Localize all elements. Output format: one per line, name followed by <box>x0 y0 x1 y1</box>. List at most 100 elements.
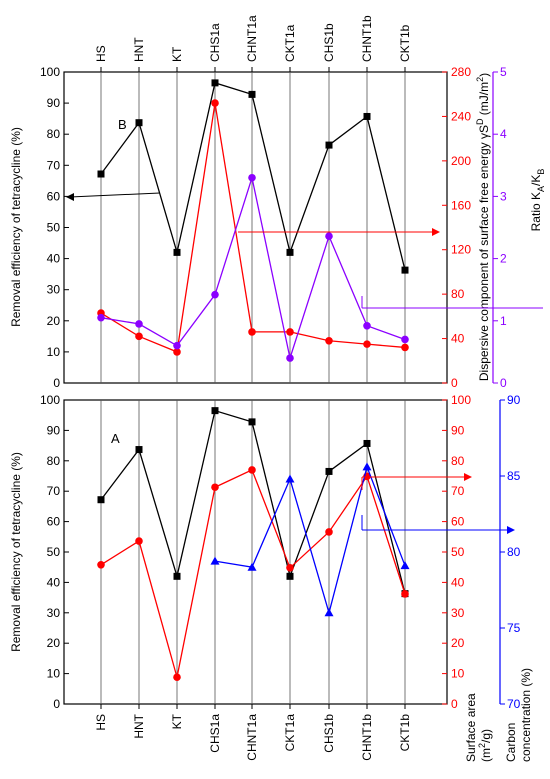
left-tick-label: 90 <box>47 423 61 437</box>
right2-tick-label: 2 <box>500 252 507 266</box>
data-point-square <box>248 418 256 426</box>
data-point-triangle <box>400 561 410 570</box>
data-point-circle <box>211 483 219 492</box>
panel-a-ylabel-right-2: Carbon <box>504 723 518 762</box>
top-category-label: KT <box>170 46 184 62</box>
series-line-right_1 <box>100 469 406 678</box>
right1-tick-label: 40 <box>451 332 465 346</box>
left-tick-label: 90 <box>47 96 61 110</box>
bottom-category-label: CHS1b <box>322 714 336 753</box>
right2-tick-label: 85 <box>507 469 521 483</box>
top-category-label: CKT1a <box>283 24 297 62</box>
right2-tick-label: 0 <box>500 376 507 390</box>
bottom-category-label: CKT1b <box>398 714 412 752</box>
panel-b: 0102030405060708090100040801201602002402… <box>9 65 546 390</box>
right1-tick-label: 120 <box>451 243 471 257</box>
data-point-square <box>325 467 333 475</box>
bottom-category-label: HNT <box>132 713 146 738</box>
left-tick-label: 70 <box>47 484 61 498</box>
panel-a-ylabel-left: Removal efficiency of tetracycline (%) <box>9 452 23 652</box>
left-tick-label: 30 <box>47 606 61 620</box>
top-category-label: CKT1b <box>398 24 412 62</box>
left-tick-label: 100 <box>40 65 60 79</box>
top-category-label: HS <box>94 45 108 62</box>
data-point-circle <box>248 173 256 182</box>
panel-a-arrowhead-blue <box>507 526 515 534</box>
data-point-square <box>211 407 219 415</box>
data-point-circle <box>97 313 105 322</box>
right2-tick-label: 1 <box>500 314 507 328</box>
right1-tick-label: 80 <box>451 454 465 468</box>
data-point-circle <box>173 348 181 356</box>
data-point-circle <box>135 537 143 545</box>
data-point-circle <box>325 232 333 241</box>
data-point-square <box>97 496 105 504</box>
data-point-circle <box>401 590 409 598</box>
left-tick-label: 50 <box>47 545 61 559</box>
data-point-circle <box>97 560 105 569</box>
right1-tick-label: 80 <box>451 287 465 301</box>
left-tick-label: 0 <box>53 697 60 711</box>
right1-tick-label: 70 <box>451 484 465 498</box>
top-category-label: CHNT1b <box>360 15 374 62</box>
right1-tick-label: 0 <box>451 697 458 711</box>
data-point-triangle <box>362 462 372 471</box>
data-point-circle <box>248 328 256 336</box>
bottom-category-label: CHNT1a <box>245 714 259 761</box>
data-point-square <box>135 446 143 454</box>
right2-tick-label: 3 <box>500 189 507 203</box>
data-point-circle <box>211 99 219 107</box>
data-point-circle <box>363 340 371 348</box>
right1-tick-label: 240 <box>451 109 471 123</box>
panel-a-ylabel-right-1: Surface area <box>464 693 478 762</box>
panel-b-ylabel-right-1: Dispersive component of surface free ene… <box>475 73 491 381</box>
left-tick-label: 0 <box>53 376 60 390</box>
right2-tick-label: 5 <box>500 65 507 79</box>
top-category-label: CHS1a <box>208 23 222 62</box>
data-point-circle <box>248 466 256 474</box>
right2-tick-label: 80 <box>507 545 521 559</box>
data-point-square <box>211 79 219 87</box>
panel-a: 0 10 20 30 40 50 60 70 80 90 100 0 10 20 30 40 50 60 70 80 9… <box>9 393 533 762</box>
data-point-circle <box>325 528 333 536</box>
top-category-label: CHS1b <box>322 23 336 62</box>
left-tick-label: 30 <box>47 283 61 297</box>
left-tick-label: 100 <box>40 393 60 407</box>
data-point-square <box>286 572 294 580</box>
right1-tick-label: 20 <box>451 636 465 650</box>
bottom-category-label: CHNT1b <box>360 714 374 761</box>
top-category-label: HNT <box>132 37 146 62</box>
right1-tick-label: 30 <box>451 606 465 620</box>
data-point-square <box>325 141 333 149</box>
right1-tick-label: 160 <box>451 198 471 212</box>
bottom-category-label: KT <box>170 713 184 729</box>
bottom-category-label: CHS1a <box>208 714 222 753</box>
left-tick-label: 70 <box>47 158 61 172</box>
panel-b-arrowhead-black <box>66 193 74 201</box>
data-point-circle <box>286 328 294 336</box>
top-category-label: CHNT1a <box>245 15 259 62</box>
panel-b-arrow-black <box>69 192 161 198</box>
data-point-square <box>173 572 181 580</box>
right1-tick-label: 280 <box>451 65 471 79</box>
panel-a-arrowhead-red <box>464 473 472 481</box>
data-point-square <box>286 248 294 256</box>
data-point-square <box>135 119 143 127</box>
left-tick-label: 10 <box>47 667 61 681</box>
data-point-circle <box>286 354 294 362</box>
panel-b-arrowhead-red <box>432 228 440 236</box>
data-point-triangle <box>324 608 334 617</box>
right2-tick-label: 4 <box>500 127 507 141</box>
data-point-circle <box>401 335 409 344</box>
right1-tick-label: 90 <box>451 423 465 437</box>
right2-tick-label: 90 <box>507 393 521 407</box>
data-point-circle <box>135 320 143 328</box>
data-point-circle <box>173 673 181 682</box>
right1-tick-label: 10 <box>451 667 465 681</box>
data-point-square <box>363 439 371 447</box>
data-point-circle <box>363 321 371 330</box>
right1-tick-label: 200 <box>451 154 471 168</box>
data-point-triangle <box>247 562 257 571</box>
panel-b-ylabel-left: Removal efficiency of tetracycline (%) <box>9 127 23 327</box>
left-tick-label: 20 <box>47 636 61 650</box>
